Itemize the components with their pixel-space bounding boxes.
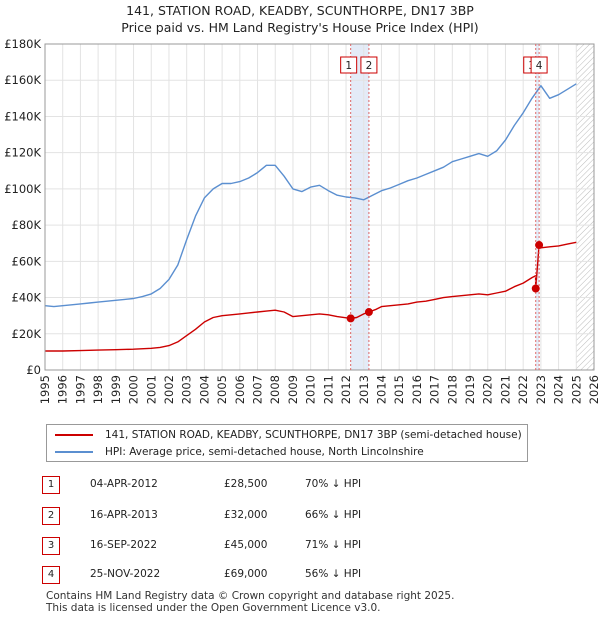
x-tick-label: 1995 xyxy=(38,375,52,404)
chart-subtitle: Price paid vs. HM Land Registry's House … xyxy=(121,20,479,35)
x-tick-label: 2017 xyxy=(428,375,442,404)
x-tick-label: 2004 xyxy=(197,375,211,404)
x-tick-label: 2023 xyxy=(534,375,548,404)
y-tick-label: £0 xyxy=(26,363,41,377)
legend-item-price-paid: 141, STATION ROAD, KEADBY, SCUNTHORPE, D… xyxy=(55,427,522,443)
price-chart: £0 £20K £40K £60K £80K £100K £120K £140K £160K £1… xyxy=(4,37,600,404)
y-tick-label: £80K xyxy=(12,218,42,232)
y-tick-label: £140K xyxy=(4,109,41,123)
transaction-price: £69,000 xyxy=(224,568,268,580)
x-tick-label: 2002 xyxy=(162,375,176,404)
x-tick-label: 1997 xyxy=(73,375,87,404)
plot-frame xyxy=(44,43,595,371)
legend-line-price-paid xyxy=(55,434,93,436)
y-tick-label: £60K xyxy=(12,254,42,268)
transaction-number: 3 xyxy=(42,537,60,555)
transaction-hpi: 56% ↓ HPI xyxy=(305,568,362,580)
transaction-number: 1 xyxy=(42,476,60,494)
hpi-line xyxy=(44,83,577,308)
price-paid-line xyxy=(45,241,577,352)
transaction-point xyxy=(364,308,373,317)
transaction-number: 2 xyxy=(42,507,60,525)
x-tick-label: 2024 xyxy=(552,375,566,404)
transaction-price: £32,000 xyxy=(224,509,268,521)
y-tick-label: £20K xyxy=(12,327,42,341)
y-tick-label: £120K xyxy=(4,146,41,160)
x-tick-label: 1998 xyxy=(91,375,105,404)
x-tick-label: 2001 xyxy=(144,375,158,404)
plot-area xyxy=(45,44,594,370)
x-tick-label: 2012 xyxy=(339,375,353,404)
x-tick-label: 2026 xyxy=(587,375,600,404)
transaction-label: 2 xyxy=(366,60,373,72)
transaction-point xyxy=(535,241,544,250)
x-tick-label: 2013 xyxy=(357,375,371,404)
footer: Contains HM Land Registry data © Crown c… xyxy=(46,590,454,614)
y-tick-label: £40K xyxy=(12,291,42,305)
transaction-shade xyxy=(535,44,540,370)
transaction-row: 1 04-APR-2012 £28,500 70% ↓ HPI xyxy=(42,476,562,498)
transaction-price: £45,000 xyxy=(224,539,268,551)
footer-copyright: Contains HM Land Registry data © Crown c… xyxy=(46,590,455,602)
y-tick-label: £180K xyxy=(4,37,41,51)
x-tick-label: 2000 xyxy=(127,375,141,404)
transaction-label-box xyxy=(360,56,378,74)
transaction-point xyxy=(346,314,355,323)
legend-line-hpi xyxy=(55,451,93,453)
x-tick-label: 2015 xyxy=(392,375,406,404)
transaction-row: 3 16-SEP-2022 £45,000 71% ↓ HPI xyxy=(42,537,562,559)
x-tick-label: 2006 xyxy=(233,375,247,404)
x-tick-label: 2016 xyxy=(410,375,424,404)
x-tick-label: 2005 xyxy=(215,375,229,404)
legend-item-hpi: HPI: Average price, semi-detached house,… xyxy=(55,444,424,460)
x-tick-label: 2009 xyxy=(286,375,300,404)
forecast-hatch xyxy=(576,44,594,370)
transaction-point xyxy=(531,284,540,293)
legend-label-price-paid: 141, STATION ROAD, KEADBY, SCUNTHORPE, D… xyxy=(105,429,522,441)
x-tick-label: 2011 xyxy=(321,375,335,404)
x-tick-label: 2025 xyxy=(569,375,583,404)
x-tick-label: 2010 xyxy=(304,375,318,404)
transaction-label: 1 xyxy=(345,60,352,72)
transaction-date: 16-SEP-2022 xyxy=(90,539,158,551)
x-tick-label: 2008 xyxy=(268,375,282,404)
transaction-row: 4 25-NOV-2022 £69,000 56% ↓ HPI xyxy=(42,566,562,588)
transaction-number: 4 xyxy=(42,566,60,584)
transaction-hpi: 66% ↓ HPI xyxy=(305,509,362,521)
x-tick-label: 1999 xyxy=(109,375,123,404)
x-tick-label: 2021 xyxy=(498,375,512,404)
chart-title: 141, STATION ROAD, KEADBY, SCUNTHORPE, D… xyxy=(126,3,474,18)
x-tick-label: 2019 xyxy=(463,375,477,404)
legend-label-hpi: HPI: Average price, semi-detached house,… xyxy=(105,446,424,458)
transaction-hpi: 70% ↓ HPI xyxy=(305,478,362,490)
footer-license: This data is licensed under the Open Gov… xyxy=(46,602,381,614)
x-tick-label: 1996 xyxy=(56,375,70,404)
x-tick-label: 2014 xyxy=(374,375,388,404)
legend: 141, STATION ROAD, KEADBY, SCUNTHORPE, D… xyxy=(46,424,528,462)
transaction-date: 25-NOV-2022 xyxy=(90,568,161,580)
transaction-label-box xyxy=(340,56,358,74)
transaction-row: 2 16-APR-2013 £32,000 66% ↓ HPI xyxy=(42,507,562,529)
transaction-date: 16-APR-2013 xyxy=(90,509,158,521)
transaction-label-box xyxy=(530,56,548,74)
x-tick-label: 2022 xyxy=(516,375,530,404)
transaction-label: 4 xyxy=(536,60,543,72)
x-tick-label: 2018 xyxy=(445,375,459,404)
transaction-shade xyxy=(350,44,369,370)
transaction-price: £28,500 xyxy=(224,478,268,490)
y-tick-label: £100K xyxy=(4,182,41,196)
x-tick-label: 2007 xyxy=(251,375,265,404)
y-tick-label: £160K xyxy=(4,73,41,87)
transaction-date: 04-APR-2012 xyxy=(90,478,158,490)
transaction-hpi: 71% ↓ HPI xyxy=(305,539,362,551)
x-tick-label: 2003 xyxy=(180,375,194,404)
x-tick-label: 2020 xyxy=(481,375,495,404)
